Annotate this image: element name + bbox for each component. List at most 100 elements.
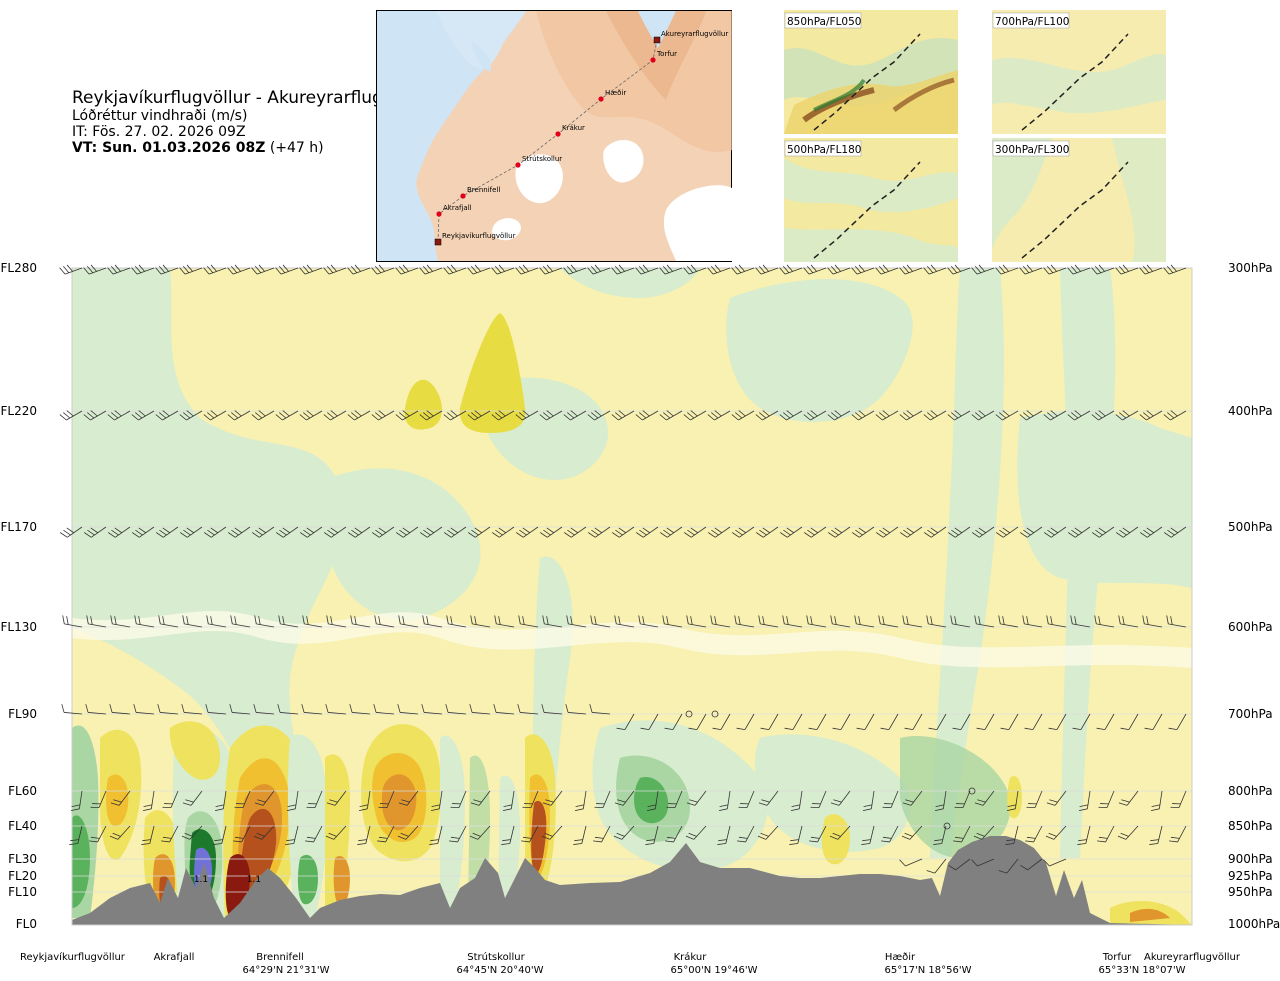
wind-barb [809, 825, 827, 843]
wind-barb [635, 526, 659, 538]
flight-level-label: FL0 [16, 917, 37, 931]
wind-barb [779, 264, 803, 275]
wind-barb [182, 790, 203, 806]
valid-offset: (+47 h) [269, 140, 324, 156]
level-map-label: 300hPa/FL300 [995, 144, 1069, 156]
wind-barb [501, 825, 515, 845]
pressure-level-label: 1000hPa [1228, 917, 1280, 931]
wind-barb [810, 790, 827, 808]
wind-barb [573, 825, 587, 845]
wind-barb [1149, 825, 1163, 845]
wind-barb [229, 704, 251, 715]
wind-barb [659, 410, 683, 421]
wind-barb [646, 790, 659, 811]
wind-barb [522, 790, 539, 808]
wind-barb [469, 704, 491, 715]
wind-barb [686, 790, 707, 806]
wind-barb [133, 704, 155, 715]
wind-barb [851, 410, 875, 421]
wind-barb [832, 713, 851, 730]
flight-level-axis: FL280 FL220 FL170 FL130 FL90 FL60 FL40 FL30 FL20… [1, 261, 38, 931]
wind-barb [1006, 790, 1019, 811]
pressure-level-label: 400hPa [1228, 404, 1273, 418]
wind-barb [755, 264, 779, 275]
wind-barb [712, 713, 731, 730]
wind-barb [371, 526, 395, 538]
pressure-level-label: 950hPa [1228, 885, 1273, 899]
wind-barb [899, 410, 923, 421]
wind-barb [1139, 526, 1163, 538]
calm-marker [943, 822, 951, 830]
wind-barb [1078, 790, 1091, 811]
wind-barb [470, 790, 491, 806]
waypoint-label: Torfur [1102, 952, 1132, 963]
wind-barb [299, 526, 323, 538]
wind-barb [971, 858, 995, 867]
vertical-velocity-field [72, 268, 1192, 925]
wind-barb [518, 615, 539, 628]
wind-barb [923, 526, 947, 538]
wind-barb [707, 410, 731, 421]
waypoint-marker [436, 211, 442, 217]
wind-barb [616, 713, 635, 730]
wind-barb [806, 615, 827, 628]
wind-barb [995, 410, 1019, 421]
wind-barb [89, 825, 107, 843]
flight-level-label: FL170 [1, 520, 38, 534]
wind-barb [1024, 713, 1043, 730]
wind-barb [227, 410, 251, 421]
wind-barb [829, 825, 851, 840]
wind-barb [1139, 410, 1163, 421]
wind-barb [565, 704, 587, 715]
airport-marker [653, 36, 661, 44]
wind-barb [1117, 825, 1139, 840]
wind-barb [659, 526, 683, 538]
wind-barb [1150, 790, 1163, 811]
wind-barb [923, 410, 947, 421]
wind-barb [738, 790, 755, 808]
wind-barb [779, 410, 803, 421]
pressure-level-label: 925hPa [1228, 869, 1273, 883]
wind-barb [683, 410, 707, 421]
wind-barb [901, 825, 923, 840]
wind-barb [904, 713, 923, 730]
wind-barb [950, 615, 971, 628]
wind-barb [494, 615, 515, 628]
wind-barb [1166, 615, 1187, 628]
wind-barb [664, 713, 683, 730]
wind-barb [299, 410, 323, 421]
wind-barb [421, 704, 443, 715]
pressure-level-label: 300hPa [1228, 261, 1273, 275]
map-place-label: Reykjavíkurflugvöllur [442, 232, 516, 240]
flight-level-label: FL90 [8, 707, 37, 721]
wind-barb [1070, 615, 1091, 628]
waypoint-label: Akrafjall [154, 952, 195, 963]
wind-barb [659, 264, 683, 275]
wind-barb [470, 615, 491, 628]
wind-barb [521, 825, 539, 843]
wind-barb [1072, 713, 1091, 730]
wind-barb [974, 615, 995, 628]
waypoint-label: Brennifell [256, 952, 304, 963]
cross-section-chart: 1.1 1.1 FL280 FL220 FL170 FL130 FL90 FL60 FL40… [1, 261, 1280, 976]
wind-barb [85, 704, 107, 715]
wind-barb [875, 526, 899, 538]
wind-barb [928, 713, 947, 730]
wind-barb [162, 790, 179, 808]
wind-barb [854, 615, 875, 628]
wind-barb [179, 264, 203, 275]
wind-barb [1077, 825, 1091, 845]
wind-barb [587, 526, 611, 538]
wind-barb [614, 790, 635, 806]
wind-barb [443, 526, 467, 538]
wind-barb [134, 615, 155, 628]
wind-barb [59, 526, 83, 538]
wind-barb [142, 790, 155, 811]
wind-barb [107, 526, 131, 538]
wind-barb [233, 825, 251, 843]
wind-barb [947, 264, 971, 275]
wind-barb [1046, 790, 1067, 806]
wind-barb [779, 526, 803, 538]
wind-barb [539, 264, 563, 275]
wind-barb [734, 615, 755, 628]
